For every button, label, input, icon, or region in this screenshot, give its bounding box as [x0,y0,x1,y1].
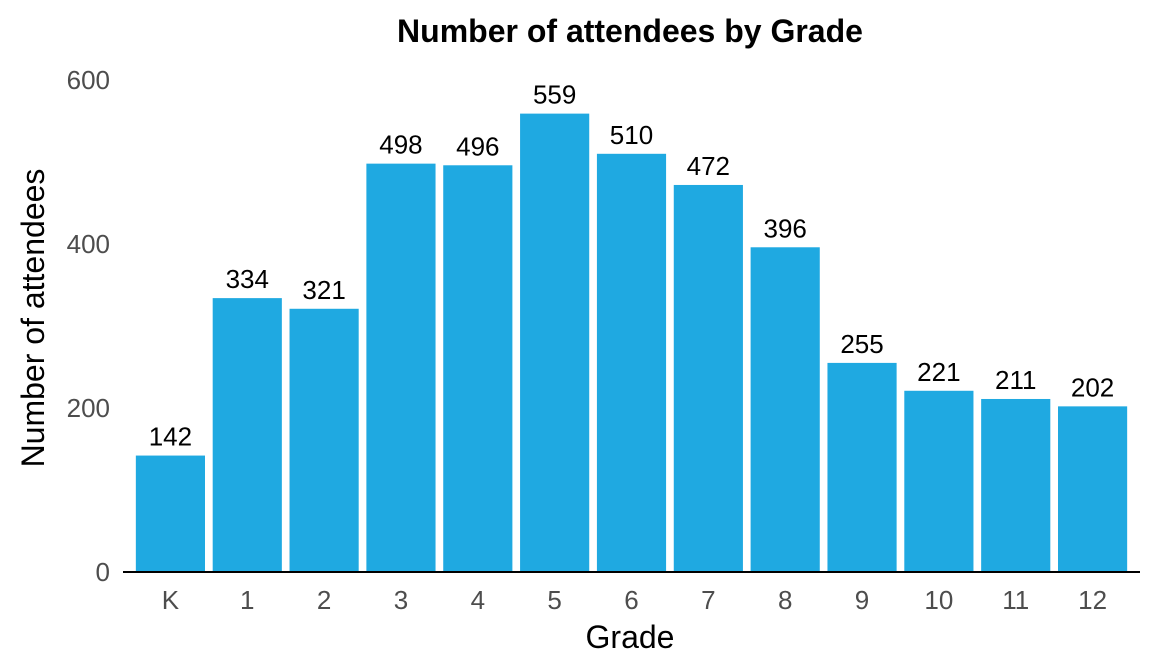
x-tick-label-1: 1 [240,585,254,615]
bar-7 [673,184,743,572]
bar-5 [520,113,590,573]
y-tick-label-0: 0 [96,557,110,587]
data-labels-group: 142 334 321 498 496 559 510 472 396 255 221 211 202 [149,80,1115,452]
y-tick-label-600: 600 [67,65,110,95]
bar-11 [981,398,1051,572]
data-label-9: 255 [840,329,883,359]
data-label-2: 321 [302,275,345,305]
y-axis-ticks: 0 200 400 600 [67,65,110,587]
bar-3 [366,163,436,572]
bar-9 [827,362,897,572]
chart-title: Number of attendees by Grade [397,13,863,49]
x-tick-label-5: 5 [547,585,561,615]
bar-K [135,455,205,572]
data-label-8: 396 [763,213,806,243]
data-label-6: 510 [610,120,653,150]
bars-group [135,113,1128,573]
x-tick-label-3: 3 [394,585,408,615]
y-tick-label-400: 400 [67,229,110,259]
bar-8 [750,247,820,572]
bar-10 [904,390,974,572]
x-tick-label-6: 6 [624,585,638,615]
bar-4 [443,165,513,572]
x-axis-ticks: K 1 2 3 4 5 6 7 8 9 10 11 12 [162,585,1107,615]
x-tick-label-12: 12 [1078,585,1107,615]
data-label-K: 142 [149,422,192,452]
x-axis-title: Grade [586,619,675,655]
data-label-12: 202 [1071,372,1114,402]
bar-12 [1058,406,1128,572]
data-label-10: 221 [917,357,960,387]
x-tick-label-11: 11 [1002,585,1029,615]
data-label-7: 472 [687,151,730,181]
bar-6 [596,153,667,573]
data-label-3: 498 [379,130,422,160]
x-tick-label-8: 8 [778,585,792,615]
bar-2 [289,308,359,572]
x-tick-label-K: K [162,585,180,615]
bar-1 [212,298,282,572]
y-tick-label-200: 200 [67,393,110,423]
data-label-1: 334 [226,264,269,294]
x-tick-label-4: 4 [471,585,485,615]
x-tick-label-9: 9 [855,585,869,615]
x-tick-label-2: 2 [317,585,331,615]
x-tick-label-7: 7 [701,585,715,615]
x-tick-label-10: 10 [924,585,953,615]
data-label-11: 211 [995,365,1036,395]
y-axis-title: Number of attendees [15,169,51,468]
data-label-4: 496 [456,131,499,161]
data-label-5: 559 [533,80,576,110]
